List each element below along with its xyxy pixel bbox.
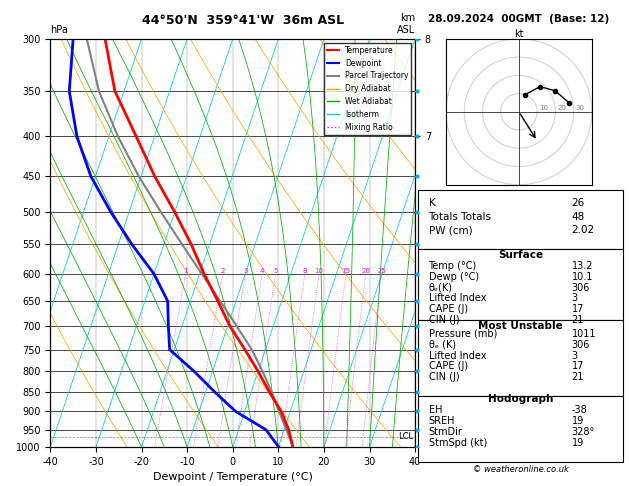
Text: 48: 48 [572, 212, 585, 222]
Text: EH: EH [428, 405, 442, 415]
Text: 13.2: 13.2 [572, 261, 593, 271]
Text: 5: 5 [274, 268, 278, 274]
Text: hPa: hPa [50, 25, 68, 35]
Text: LCL: LCL [398, 432, 413, 441]
Text: 3: 3 [572, 350, 577, 361]
Text: StmDir: StmDir [428, 427, 462, 437]
Text: Lifted Index: Lifted Index [428, 294, 486, 303]
Text: K: K [428, 198, 435, 208]
Text: © weatheronline.co.uk: © weatheronline.co.uk [472, 466, 569, 474]
Text: SREH: SREH [428, 416, 455, 426]
Text: 17: 17 [572, 304, 584, 314]
Text: 19: 19 [572, 416, 584, 426]
Text: 2: 2 [220, 268, 225, 274]
Text: 26: 26 [572, 198, 585, 208]
Text: 21: 21 [572, 315, 584, 325]
Text: 10: 10 [314, 268, 324, 274]
Text: 30: 30 [576, 105, 584, 111]
Text: 10: 10 [539, 105, 548, 111]
X-axis label: kt: kt [514, 30, 524, 39]
Text: Surface: Surface [498, 250, 543, 260]
Text: 25: 25 [377, 268, 386, 274]
FancyBboxPatch shape [418, 249, 623, 320]
Text: 328°: 328° [572, 427, 595, 437]
Text: 28.09.2024  00GMT  (Base: 12): 28.09.2024 00GMT (Base: 12) [428, 15, 609, 24]
Text: -38: -38 [572, 405, 587, 415]
Y-axis label: Mixing Ratio (g/kg): Mixing Ratio (g/kg) [437, 197, 447, 289]
FancyBboxPatch shape [418, 320, 623, 397]
Text: 20: 20 [361, 268, 370, 274]
Text: Hodograph: Hodograph [488, 394, 553, 404]
Text: CAPE (J): CAPE (J) [428, 304, 467, 314]
Text: 20: 20 [557, 105, 566, 111]
Text: 3: 3 [572, 294, 577, 303]
Text: 19: 19 [572, 438, 584, 448]
Text: 3: 3 [243, 268, 248, 274]
Text: km
ASL: km ASL [397, 13, 415, 35]
Text: Most Unstable: Most Unstable [478, 321, 563, 330]
Text: StmSpd (kt): StmSpd (kt) [428, 438, 487, 448]
Text: 44°50'N  359°41'W  36m ASL: 44°50'N 359°41'W 36m ASL [142, 14, 343, 27]
Text: Temp (°C): Temp (°C) [428, 261, 477, 271]
X-axis label: Dewpoint / Temperature (°C): Dewpoint / Temperature (°C) [153, 472, 313, 483]
Text: 2.02: 2.02 [572, 226, 595, 235]
Legend: Temperature, Dewpoint, Parcel Trajectory, Dry Adiabat, Wet Adiabat, Isotherm, Mi: Temperature, Dewpoint, Parcel Trajectory… [324, 43, 411, 135]
Text: 1: 1 [184, 268, 188, 274]
Text: θₑ (K): θₑ (K) [428, 340, 455, 349]
Text: 10.1: 10.1 [572, 272, 593, 281]
Text: 8: 8 [303, 268, 307, 274]
Text: Lifted Index: Lifted Index [428, 350, 486, 361]
FancyBboxPatch shape [418, 190, 623, 249]
Text: θₑ(K): θₑ(K) [428, 282, 452, 293]
Text: 17: 17 [572, 362, 584, 371]
Text: 1011: 1011 [572, 329, 596, 339]
Text: 21: 21 [572, 372, 584, 382]
Text: Totals Totals: Totals Totals [428, 212, 491, 222]
Text: Dewp (°C): Dewp (°C) [428, 272, 479, 281]
Text: 306: 306 [572, 282, 590, 293]
Text: CIN (J): CIN (J) [428, 372, 459, 382]
Text: 4: 4 [260, 268, 264, 274]
Text: Pressure (mb): Pressure (mb) [428, 329, 497, 339]
Text: 15: 15 [342, 268, 350, 274]
Text: PW (cm): PW (cm) [428, 226, 472, 235]
Text: CAPE (J): CAPE (J) [428, 362, 467, 371]
Text: CIN (J): CIN (J) [428, 315, 459, 325]
Text: 306: 306 [572, 340, 590, 349]
FancyBboxPatch shape [418, 397, 623, 462]
